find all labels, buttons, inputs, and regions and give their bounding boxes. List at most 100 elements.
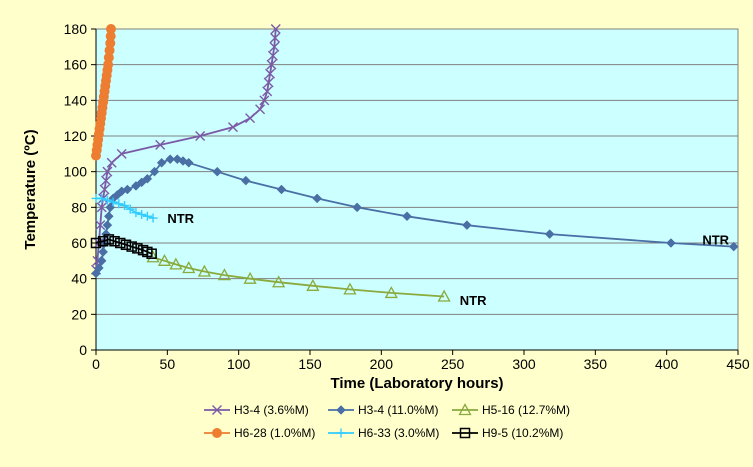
data-point <box>132 243 143 254</box>
legend-label: H6-28 (1.0%M) <box>234 426 315 440</box>
y-tick-label: 160 <box>64 57 88 73</box>
y-tick-label: 0 <box>79 342 87 358</box>
data-point <box>146 248 157 259</box>
data-point <box>102 195 112 205</box>
data-point <box>169 257 183 270</box>
data-point <box>103 211 114 222</box>
legend-label: H6-33 (3.0%M) <box>358 426 439 440</box>
data-point <box>120 239 132 251</box>
series <box>91 193 158 223</box>
annotation-label: NTR <box>460 293 487 308</box>
data-point <box>97 235 109 247</box>
y-tick-label: 60 <box>71 235 87 251</box>
data-point <box>267 50 278 61</box>
series <box>91 24 116 161</box>
data-point <box>93 263 104 273</box>
data-point <box>105 24 116 34</box>
legend-item: H6-33 (3.0%M) <box>328 426 439 440</box>
x-tick-label: 250 <box>441 356 465 372</box>
data-point <box>243 271 257 284</box>
axes: 0 20 40 60 80 100 120 140 160 180 0 50 100 150 200 250 3… <box>64 21 750 372</box>
data-point <box>108 197 118 207</box>
data-point <box>212 166 223 177</box>
data-point <box>116 148 127 159</box>
data-point <box>312 193 322 204</box>
data-point <box>462 220 472 231</box>
data-point <box>106 157 117 168</box>
data-point <box>157 253 172 266</box>
data-point <box>182 261 196 274</box>
data-point <box>195 131 206 141</box>
data-point <box>125 204 135 214</box>
series <box>90 234 157 259</box>
data-point <box>272 275 286 288</box>
data-point <box>131 208 141 218</box>
data-point <box>142 173 153 184</box>
data-point <box>266 59 277 70</box>
data-point <box>149 166 160 177</box>
data-point <box>384 286 398 299</box>
data-point <box>269 41 280 52</box>
data-point <box>96 255 107 266</box>
legend-label: H9-5 (10.2%M) <box>482 426 563 440</box>
data-point <box>97 193 107 203</box>
data-point <box>343 282 357 295</box>
x-tick-label: 450 <box>726 356 750 372</box>
y-tick-label: 180 <box>64 21 88 37</box>
series <box>146 250 451 302</box>
legend-item: H5-16 (12.7%M) <box>452 403 570 417</box>
annotations: NTR NTR NTR <box>167 211 729 308</box>
y-tick-label: 80 <box>71 199 87 215</box>
x-tick-label: 200 <box>370 356 394 372</box>
data-point <box>544 229 555 239</box>
data-point <box>96 202 107 213</box>
data-point <box>183 157 194 168</box>
data-point <box>156 157 167 168</box>
annotation-label: NTR <box>702 232 729 247</box>
data-point <box>114 199 124 209</box>
data-point <box>270 24 281 34</box>
data-point <box>245 113 256 124</box>
data-point <box>102 166 113 177</box>
data-point <box>95 220 106 231</box>
data-point <box>240 175 251 186</box>
y-axis-label: Temperature (ºC) <box>22 129 39 249</box>
legend-item: H9-5 (10.2%M) <box>452 426 563 440</box>
legend-label: H3-4 (3.6%M) <box>234 403 309 417</box>
data-point <box>458 403 472 416</box>
data-point <box>100 175 111 186</box>
data-point <box>306 278 320 291</box>
data-point <box>276 184 287 195</box>
data-point <box>217 268 231 281</box>
legend-label: H5-16 (12.7%M) <box>482 403 570 417</box>
data-point <box>102 220 113 231</box>
legend-label: H3-4 (11.0%M) <box>358 403 438 417</box>
data-point <box>227 122 238 133</box>
data-point <box>148 213 158 223</box>
y-tick-label: 20 <box>71 306 87 322</box>
series-group <box>90 24 739 302</box>
data-point <box>120 201 130 211</box>
data-point <box>265 68 276 79</box>
data-point <box>402 211 412 222</box>
data-point <box>270 32 281 43</box>
data-point <box>98 247 108 257</box>
data-point <box>437 289 451 302</box>
annotation-label: NTR <box>167 211 194 226</box>
legend-item: H3-4 (3.6%M) <box>204 403 309 417</box>
x-tick-label: 400 <box>655 356 679 372</box>
y-tick-label: 140 <box>64 92 88 108</box>
x-axis-label: Time (Laboratory hours) <box>330 375 503 392</box>
data-point <box>155 139 166 150</box>
data-point <box>178 156 188 166</box>
data-point <box>212 428 222 438</box>
legend: H3-4 (3.6%M) H3-4 (11.0%M) H5-16 (12.7%M) H… <box>204 403 570 440</box>
data-point <box>99 184 110 195</box>
plot-area <box>95 28 739 351</box>
y-tick-label: 40 <box>71 271 87 287</box>
data-point <box>255 104 266 115</box>
data-point <box>137 209 147 219</box>
data-point <box>126 241 137 252</box>
